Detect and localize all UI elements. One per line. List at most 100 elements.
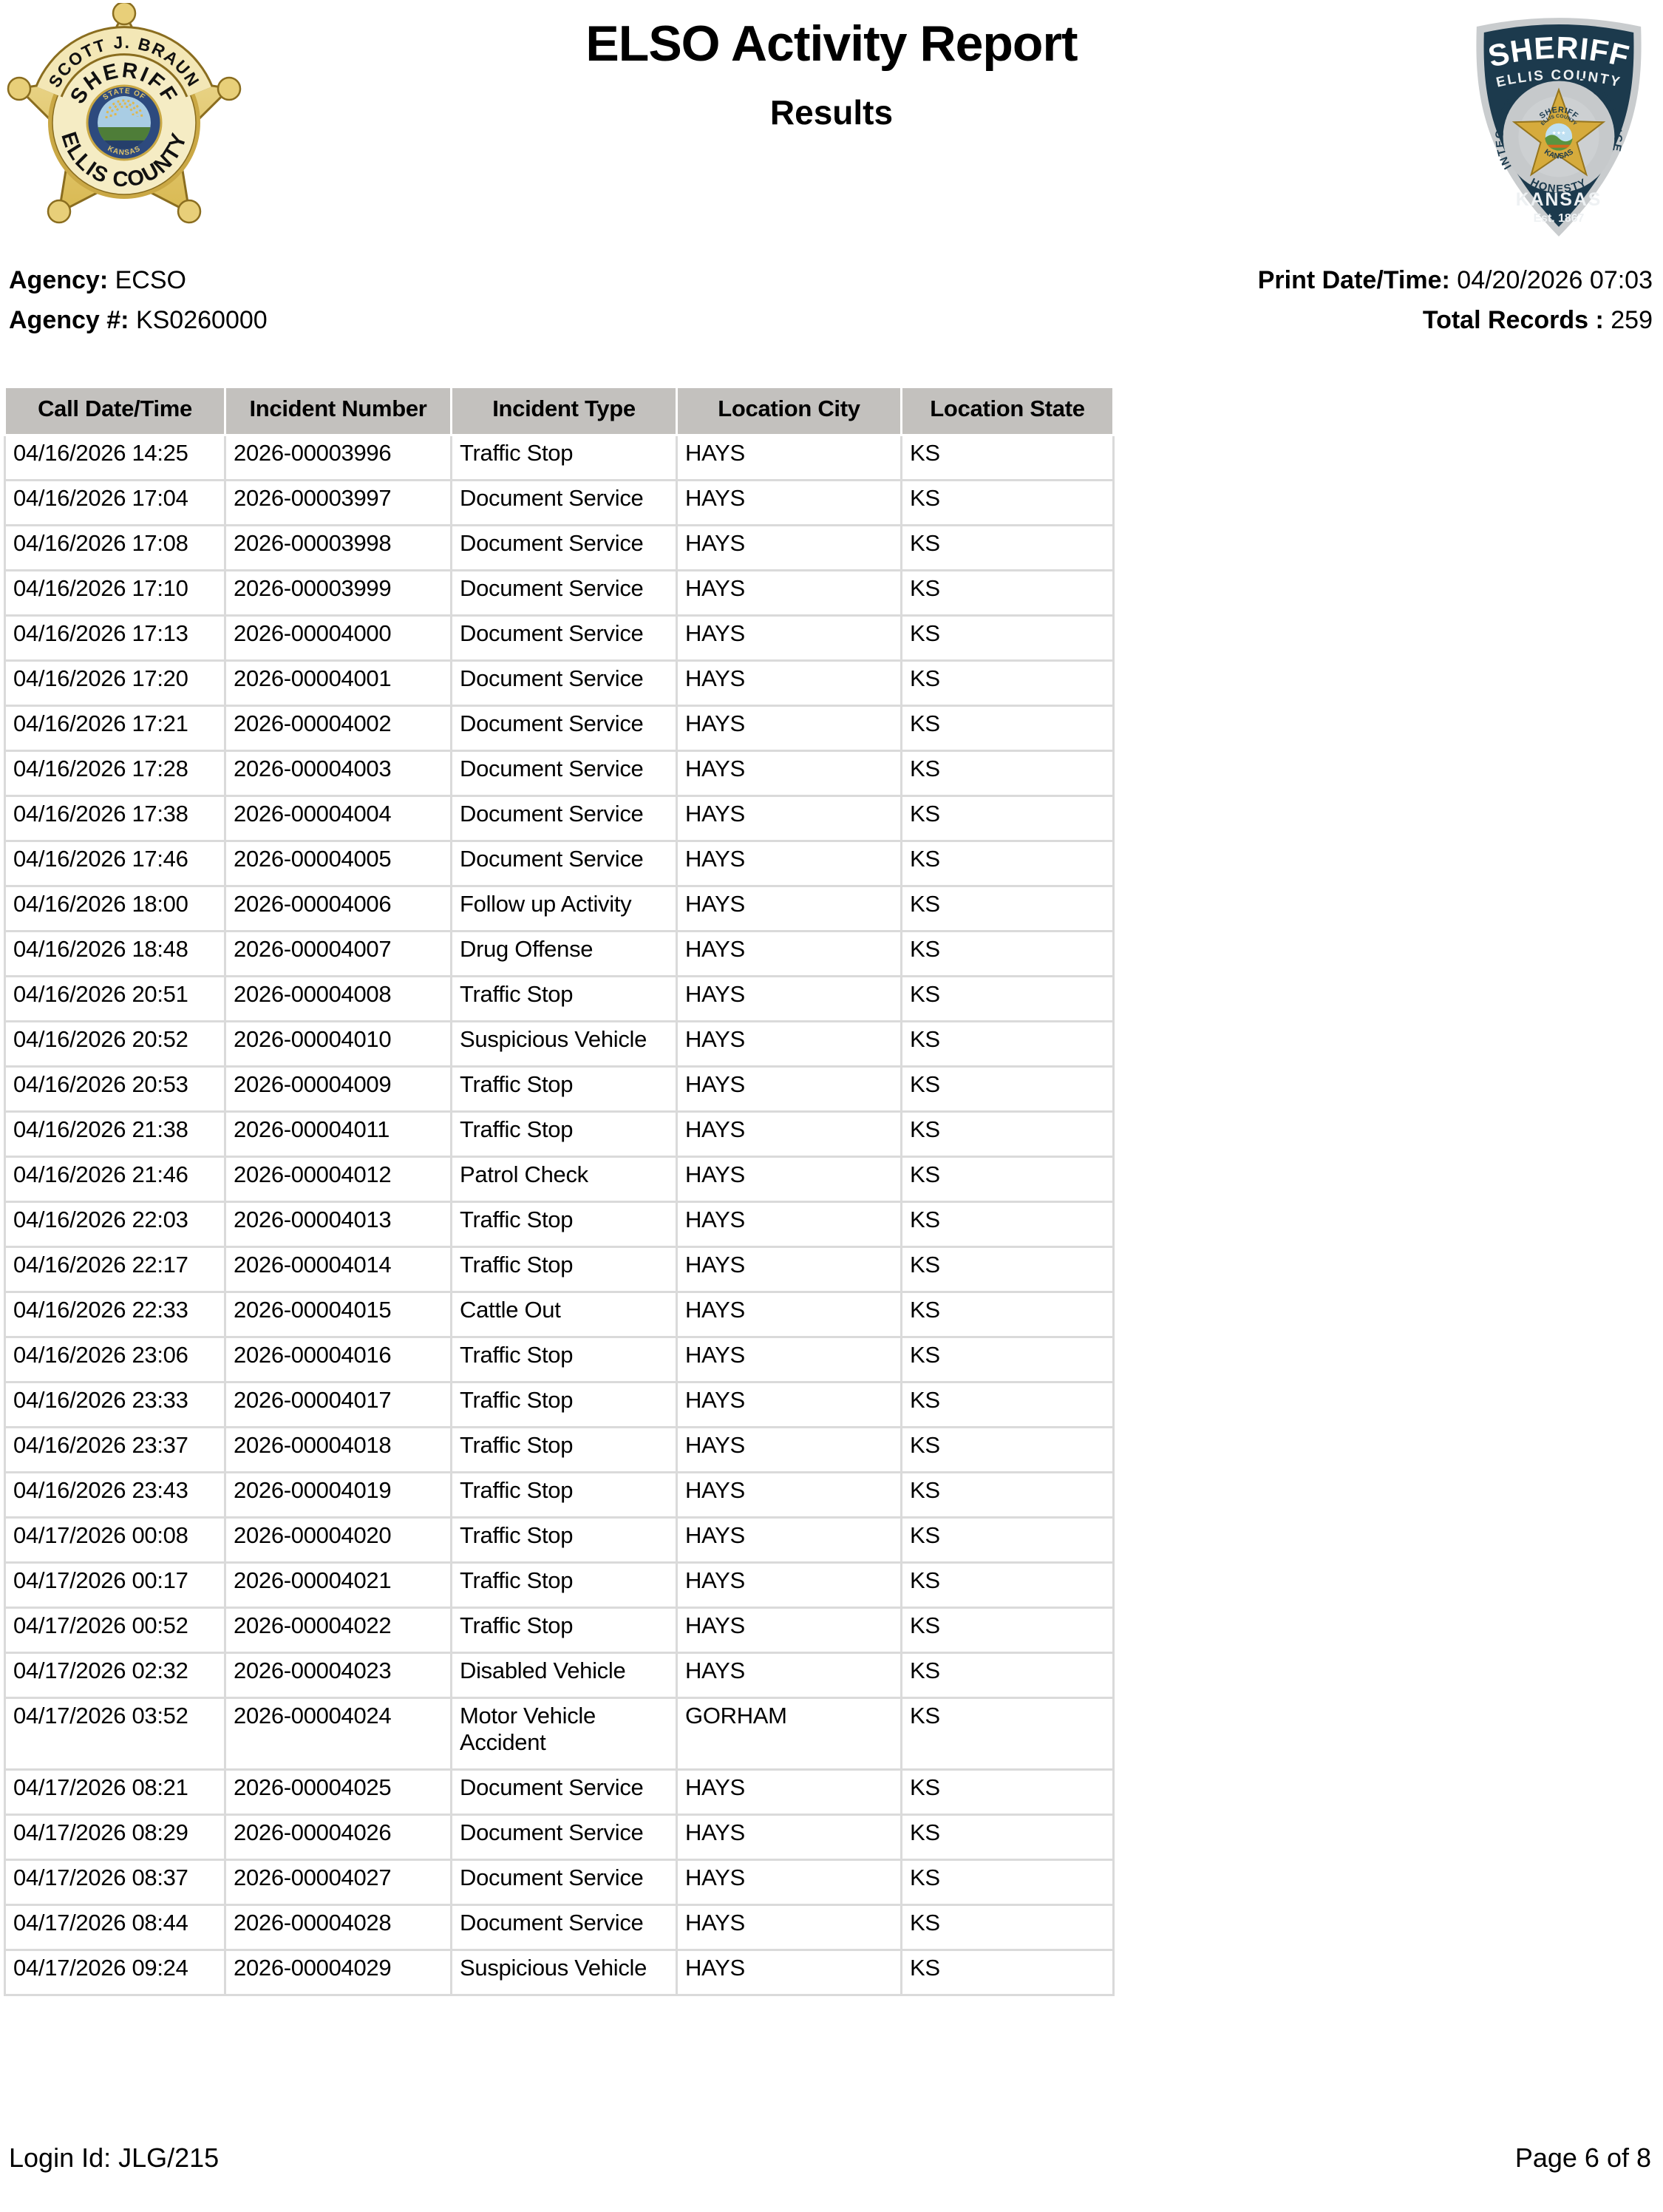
table-cell: 2026-00004006 <box>224 885 452 932</box>
table-cell: HAYS <box>676 1426 902 1473</box>
table-cell: 2026-00004012 <box>224 1156 452 1203</box>
table-cell: 04/16/2026 17:08 <box>4 524 226 571</box>
agency-number-line: Agency #: KS0260000 <box>9 300 268 340</box>
table-cell: 2026-00004003 <box>224 750 452 797</box>
table-row: 04/16/2026 22:03 2026-00004013 Traffic Sto… <box>4 1201 1115 1248</box>
table-cell: HAYS <box>676 1516 902 1564</box>
table-cell: 2026-00004024 <box>224 1697 452 1771</box>
table-row: 04/17/2026 08:29 2026-00004026 Document Se… <box>4 1814 1115 1861</box>
agency-number-label: Agency #: <box>9 306 129 334</box>
table-cell: Disabled Vehicle <box>450 1652 678 1699</box>
table-cell: 04/16/2026 21:38 <box>4 1110 226 1158</box>
table-cell: Document Service <box>450 795 678 842</box>
table-row: 04/16/2026 17:46 2026-00004005 Document Se… <box>4 840 1115 887</box>
table-cell: HAYS <box>676 1291 902 1338</box>
table-cell: Drug Offense <box>450 930 678 977</box>
table-row: 04/16/2026 17:08 2026-00003998 Document Se… <box>4 524 1115 571</box>
table-cell: 04/16/2026 20:52 <box>4 1020 226 1068</box>
table-cell: KS <box>900 1768 1115 1816</box>
login-id-label: Login Id: JLG/215 <box>9 2143 220 2173</box>
table-cell: Document Service <box>450 614 678 662</box>
table-cell: 04/17/2026 03:52 <box>4 1697 226 1771</box>
table-cell: HAYS <box>676 885 902 932</box>
table-cell: 2026-00004011 <box>224 1110 452 1158</box>
table-cell: Traffic Stop <box>450 975 678 1022</box>
table-cell: Document Service <box>450 705 678 752</box>
table-cell: HAYS <box>676 1381 902 1428</box>
table-row: 04/17/2026 08:21 2026-00004025 Document Se… <box>4 1768 1115 1816</box>
shield-state-label: KANSAS <box>1516 190 1602 210</box>
table-cell: KS <box>900 1246 1115 1293</box>
table-cell: 04/17/2026 00:52 <box>4 1607 226 1654</box>
star-tip-balls <box>7 3 242 224</box>
table-cell: KS <box>900 930 1115 977</box>
star-sheriff-label: SHERIFF <box>1538 106 1579 121</box>
table-cell: 04/16/2026 23:37 <box>4 1426 226 1473</box>
table-cell: 2026-00004020 <box>224 1516 452 1564</box>
col-incident-type: Incident Type <box>450 386 678 436</box>
table-cell: HAYS <box>676 569 902 617</box>
table-cell: HAYS <box>676 614 902 662</box>
table-cell: 04/16/2026 18:00 <box>4 885 226 932</box>
svg-text:★★★: ★★★ <box>1552 130 1566 136</box>
table-cell: 04/16/2026 20:51 <box>4 975 226 1022</box>
table-row: 04/17/2026 09:24 2026-00004029 Suspicious … <box>4 1949 1115 1996</box>
table-cell: 2026-00004007 <box>224 930 452 977</box>
table-row: 04/16/2026 20:52 2026-00004010 Suspicious … <box>4 1020 1115 1068</box>
table-cell: Follow up Activity <box>450 885 678 932</box>
table-row: 04/16/2026 21:46 2026-00004012 Patrol Chec… <box>4 1156 1115 1203</box>
agency-value: ECSO <box>115 266 186 294</box>
table-cell: KS <box>900 795 1115 842</box>
table-cell: 2026-00004025 <box>224 1768 452 1816</box>
table-cell: 04/17/2026 08:21 <box>4 1768 226 1816</box>
table-cell: 2026-00004009 <box>224 1065 452 1113</box>
table-row: 04/16/2026 17:38 2026-00004004 Document Se… <box>4 795 1115 842</box>
table-cell: 2026-00004004 <box>224 795 452 842</box>
table-cell: KS <box>900 750 1115 797</box>
table-cell: KS <box>900 705 1115 752</box>
table-row: 04/17/2026 08:37 2026-00004027 Document Se… <box>4 1859 1115 1906</box>
table-cell: Document Service <box>450 1904 678 1951</box>
table-cell: 2026-00004008 <box>224 975 452 1022</box>
table-row: 04/17/2026 03:52 2026-00004024 Motor Vehic… <box>4 1697 1115 1771</box>
table-cell: 2026-00003999 <box>224 569 452 617</box>
table-cell: 04/16/2026 17:20 <box>4 659 226 707</box>
table-cell: HAYS <box>676 659 902 707</box>
table-cell: KS <box>900 1336 1115 1383</box>
activity-table-header: Call Date/Time Incident Number Incident … <box>4 386 1115 436</box>
table-cell: 2026-00004023 <box>224 1652 452 1699</box>
table-cell: HAYS <box>676 930 902 977</box>
table-cell: 04/16/2026 17:10 <box>4 569 226 617</box>
agency-info: Agency: ECSO Agency #: KS0260000 <box>9 260 268 340</box>
table-cell: Motor Vehicle Accident <box>450 1697 678 1771</box>
table-row: 04/16/2026 23:33 2026-00004017 Traffic Sto… <box>4 1381 1115 1428</box>
page-number-label: Page 6 of 8 <box>1514 2143 1651 2173</box>
table-cell: HAYS <box>676 1814 902 1861</box>
table-row: 04/16/2026 23:43 2026-00004019 Traffic Sto… <box>4 1471 1115 1519</box>
table-cell: KS <box>900 569 1115 617</box>
print-datetime-line: Print Date/Time: 04/20/2026 07:03 <box>1258 260 1653 300</box>
table-row: 04/17/2026 00:08 2026-00004020 Traffic Sto… <box>4 1516 1115 1564</box>
table-cell: HAYS <box>676 1768 902 1816</box>
table-cell: 04/16/2026 20:53 <box>4 1065 226 1113</box>
table-cell: KS <box>900 434 1115 481</box>
table-cell: HAYS <box>676 1246 902 1293</box>
table-cell: KS <box>900 1859 1115 1906</box>
star-seal-scene: ★★★ <box>1545 130 1573 151</box>
table-row: 04/16/2026 17:21 2026-00004002 Document Se… <box>4 705 1115 752</box>
table-cell: HAYS <box>676 1561 902 1609</box>
table-row: 04/16/2026 17:13 2026-00004000 Document Se… <box>4 614 1115 662</box>
col-location-state: Location State <box>900 386 1115 436</box>
table-cell: Document Service <box>450 750 678 797</box>
shield-est-label: Est. 1867 <box>1534 212 1585 225</box>
table-cell: Suspicious Vehicle <box>450 1949 678 1996</box>
table-row: 04/16/2026 17:28 2026-00004003 Document Se… <box>4 750 1115 797</box>
table-cell: 2026-00004018 <box>224 1426 452 1473</box>
table-cell: KS <box>900 1065 1115 1113</box>
table-cell: 2026-00004021 <box>224 1561 452 1609</box>
table-cell: 04/16/2026 23:06 <box>4 1336 226 1383</box>
table-cell: Traffic Stop <box>450 1426 678 1473</box>
table-cell: Document Service <box>450 1859 678 1906</box>
table-cell: 04/16/2026 17:38 <box>4 795 226 842</box>
col-incident-number: Incident Number <box>224 386 452 436</box>
